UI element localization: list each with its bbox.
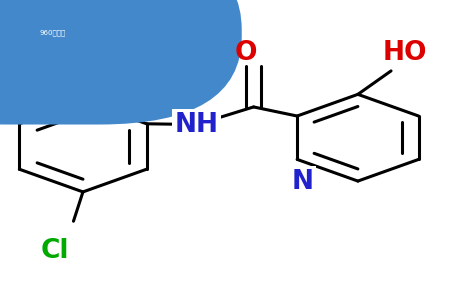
Text: 960化工网: 960化工网 — [39, 30, 65, 36]
Text: Cl: Cl — [40, 238, 69, 263]
Text: O: O — [234, 40, 257, 66]
Text: .com: .com — [73, 15, 108, 29]
Text: HO: HO — [383, 40, 428, 66]
FancyBboxPatch shape — [0, 0, 242, 125]
Text: NH: NH — [175, 112, 219, 137]
Text: hem960: hem960 — [19, 15, 82, 29]
Text: C: C — [5, 15, 16, 30]
Text: N: N — [292, 169, 313, 195]
